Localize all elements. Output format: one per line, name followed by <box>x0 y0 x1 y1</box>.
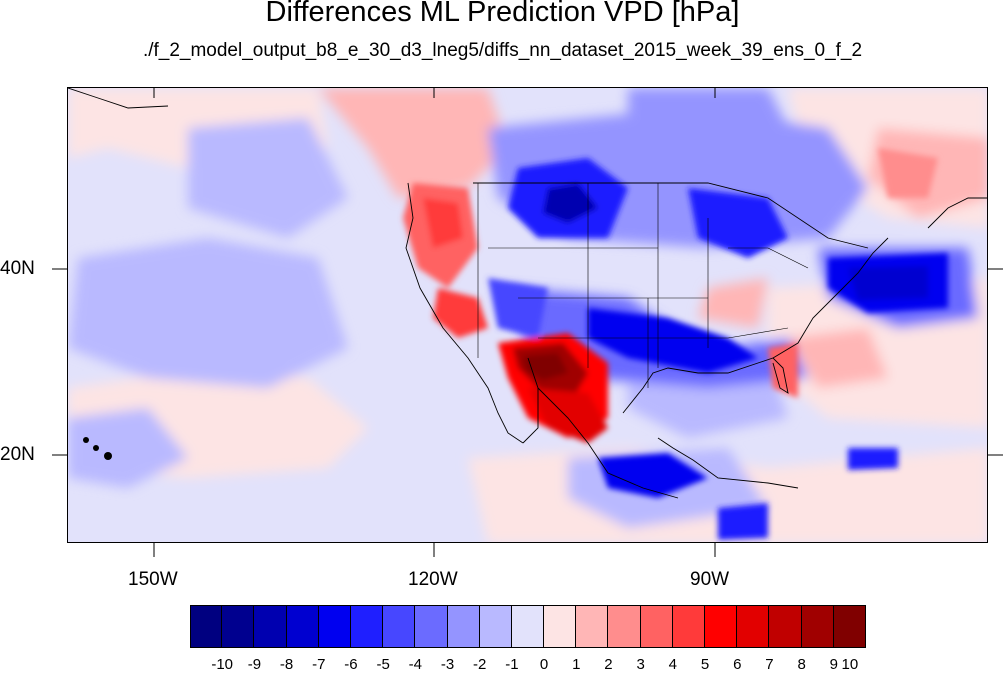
colorbar-box <box>254 605 287 648</box>
map-panel <box>67 87 988 543</box>
colorbar-box <box>479 605 512 648</box>
colorbar-box <box>576 605 609 648</box>
colorbar-tick-label: 9 <box>829 656 838 673</box>
colorbar-tick-label: 10 <box>841 656 859 673</box>
colorbar-box <box>350 605 384 648</box>
colorbar-box <box>801 605 834 648</box>
lon-label-150w: 150W <box>128 569 178 590</box>
lat-label-40n: 40N <box>0 258 35 279</box>
colorbar-tick-label: -8 <box>279 656 294 673</box>
colorbar-box <box>608 605 641 648</box>
colorbar-tick-label: -4 <box>408 656 422 673</box>
colorbar-box <box>415 605 448 648</box>
colorbar-tick-label: 0 <box>539 656 549 673</box>
colorbar-tick-label: -1 <box>505 656 519 673</box>
field-strong-layer <box>403 148 948 540</box>
colorbar-tick-label: 1 <box>572 656 581 673</box>
colorbar-tick-label: 5 <box>700 656 710 673</box>
lat-label-20n: 20N <box>0 444 35 465</box>
colorbar-box <box>190 605 223 648</box>
figure-subtitle: ./f_2_model_output_b8_e_30_d3_lneg5/diff… <box>142 40 863 61</box>
colorbar-tick-label: -9 <box>247 656 262 673</box>
colorbar-tick-label: 7 <box>765 656 774 673</box>
colorbar-tick-label: -6 <box>344 656 358 673</box>
colorbar-box <box>511 605 545 648</box>
lon-label-120w: 120W <box>408 569 458 590</box>
colorbar-tick-label: -2 <box>473 656 487 673</box>
colorbar-tick-label: 3 <box>636 656 645 673</box>
colorbar-box <box>383 605 416 648</box>
colorbar-tick-label: 4 <box>668 656 678 673</box>
colorbar-box <box>705 605 738 648</box>
colorbar <box>190 605 866 648</box>
colorbar-box <box>672 605 706 648</box>
colorbar-box <box>544 605 577 648</box>
colorbar-tick-label: 2 <box>604 656 613 673</box>
hawaii-islands <box>83 437 112 460</box>
colorbar-tick-label: -5 <box>376 656 390 673</box>
colorbar-tick-label: -10 <box>211 656 234 673</box>
lon-label-90w: 90W <box>690 569 730 590</box>
state-borders <box>477 183 809 388</box>
colorbar-tick-label: 8 <box>797 656 806 673</box>
colorbar-tick-label: -3 <box>440 656 455 673</box>
colorbar-box <box>640 605 673 648</box>
figure-title: Differences ML Prediction VPD [hPa] <box>265 0 740 28</box>
colorbar-box <box>222 605 255 648</box>
coastlines <box>68 88 987 499</box>
colorbar-tick-label: 6 <box>733 656 742 673</box>
colorbar-box <box>318 605 351 648</box>
colorbar-box <box>737 605 770 648</box>
vpd-difference-map <box>68 88 987 542</box>
colorbar-box <box>833 605 866 648</box>
colorbar-box <box>447 605 480 648</box>
colorbar-box <box>769 605 802 648</box>
colorbar-box <box>286 605 319 648</box>
colorbar-tick-label: -7 <box>312 656 326 673</box>
